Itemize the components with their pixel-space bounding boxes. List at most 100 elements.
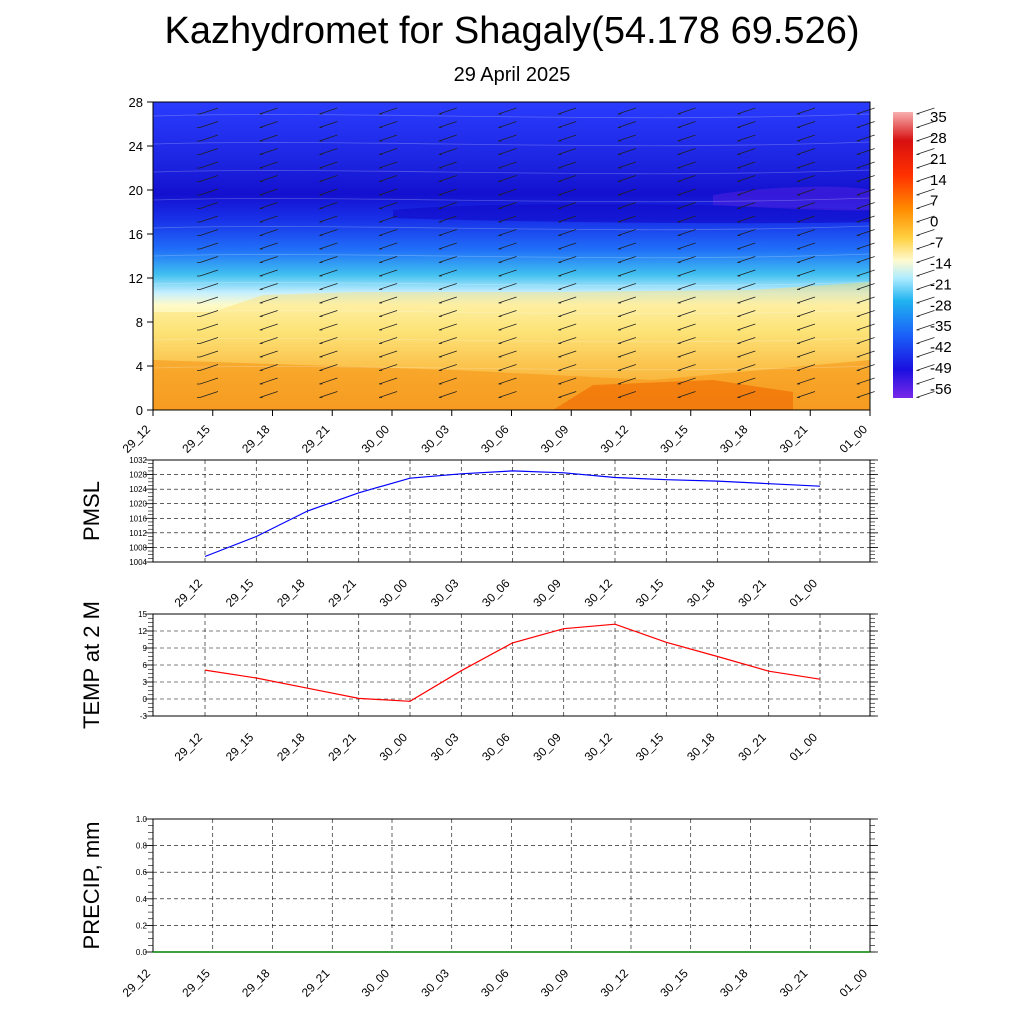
- wind-barb: [916, 134, 935, 142]
- wind-barb: [319, 175, 338, 182]
- wind-barb: [438, 364, 457, 371]
- wind-barb: [856, 283, 875, 290]
- wind-barb: [438, 215, 457, 223]
- wind-barb: [558, 121, 577, 128]
- temp-x-tick-label: 30_09: [530, 730, 564, 764]
- wind-barb: [438, 175, 457, 182]
- wind-barb: [197, 229, 219, 236]
- wind-barb: [558, 161, 577, 169]
- contour-line: [152, 253, 871, 259]
- wind-barb: [617, 377, 637, 385]
- wind-barb: [856, 256, 875, 263]
- wind-barb: [796, 310, 816, 317]
- wind-barb: [498, 161, 517, 169]
- wind-barb: [498, 391, 517, 398]
- wind-barb: [498, 188, 517, 196]
- wind-barb: [498, 134, 517, 142]
- wind-barb: [319, 188, 338, 196]
- wind-barb: [796, 296, 816, 304]
- chart-subtitle: 29 April 2025: [453, 64, 571, 86]
- wind-barb: [617, 256, 637, 263]
- wind-barb: [498, 175, 517, 182]
- wind-barb: [856, 337, 875, 344]
- wind-barb: [916, 188, 935, 196]
- wind-barb: [916, 269, 935, 277]
- wind-barb: [617, 283, 637, 290]
- wind-barb: [498, 283, 517, 290]
- pmsl-x-tick-label: 29_18: [274, 576, 308, 610]
- precip-x-tick-label: 30_12: [598, 966, 632, 1000]
- wind-barb: [197, 391, 219, 398]
- wind-barb: [259, 188, 278, 196]
- wind-barb: [378, 215, 398, 223]
- heatmap-y-tick-label: 8: [136, 315, 143, 330]
- pmsl-y-tick-label: 1012: [129, 529, 147, 538]
- temp-y-tick-label: 9: [143, 644, 148, 653]
- wind-barb: [617, 161, 637, 169]
- wind-barb: [259, 364, 278, 371]
- wind-barb: [856, 391, 875, 398]
- wind-barb: [617, 134, 637, 142]
- wind-barb: [856, 296, 875, 304]
- precip-x-tick-label: 30_21: [777, 966, 811, 1000]
- wind-barb: [856, 269, 875, 277]
- wind-barb: [796, 175, 816, 182]
- wind-barb: [856, 148, 875, 155]
- wind-barb: [197, 148, 219, 155]
- wind-barb: [378, 188, 398, 196]
- wind-barb: [197, 256, 219, 263]
- wind-barb: [319, 256, 338, 263]
- wind-barb: [916, 215, 935, 223]
- wind-barb: [558, 256, 577, 263]
- wind-barb: [259, 337, 278, 344]
- heatmap-x-tick-label: 30_21: [777, 422, 811, 456]
- wind-barb: [796, 107, 816, 115]
- wind-barb: [916, 229, 935, 236]
- wind-barb: [498, 107, 517, 115]
- pmsl-x-tick-label: 30_09: [530, 576, 564, 610]
- wind-barb: [856, 202, 875, 209]
- wind-barb: [737, 323, 756, 331]
- wind-barb: [558, 350, 577, 358]
- heatmap-x-tick-label: 29_15: [179, 422, 213, 456]
- wind-barb: [677, 377, 696, 385]
- wind-barb: [737, 202, 756, 209]
- pmsl-y-tick-label: 1020: [129, 500, 147, 509]
- wind-barb: [259, 229, 278, 236]
- heatmap-x-tick-label: 01_00: [837, 422, 871, 456]
- precip-y-tick-label: 0.4: [136, 895, 148, 904]
- temp-x-tick-label: 29_21: [325, 730, 359, 764]
- wind-barb: [319, 310, 338, 317]
- wind-barb: [916, 323, 935, 331]
- wind-barb: [617, 269, 637, 277]
- wind-barb: [558, 377, 577, 385]
- wind-barb: [856, 229, 875, 236]
- heatmap-y-tick-label: 12: [129, 271, 143, 286]
- wind-barb: [737, 134, 756, 142]
- wind-barb: [319, 121, 338, 128]
- colorbar-label: -14: [930, 255, 952, 272]
- pmsl-x-tick-label: 01_00: [787, 576, 821, 610]
- wind-barb: [259, 391, 278, 398]
- wind-barb: [378, 377, 398, 385]
- wind-barb: [617, 350, 637, 358]
- heatmap-x-tick-label: 30_06: [478, 422, 512, 456]
- wind-barb: [378, 107, 398, 115]
- wind-barb: [916, 175, 935, 182]
- wind-barb: [916, 296, 935, 304]
- temp-x-tick-label: 29_15: [223, 730, 257, 764]
- precip-x-tick-label: 29_12: [120, 966, 154, 1000]
- wind-barb: [197, 175, 219, 182]
- wind-barb: [796, 364, 816, 371]
- wind-barb: [259, 350, 278, 358]
- wind-barb: [378, 269, 398, 277]
- wind-barb: [558, 148, 577, 155]
- wind-barb: [558, 215, 577, 223]
- pmsl-frame: [152, 459, 871, 563]
- wind-barb: [677, 121, 696, 128]
- contour-line: [152, 309, 871, 315]
- wind-barb: [438, 337, 457, 344]
- wind-barb: [737, 229, 756, 236]
- wind-barb: [677, 350, 696, 358]
- contour-line: [152, 281, 871, 287]
